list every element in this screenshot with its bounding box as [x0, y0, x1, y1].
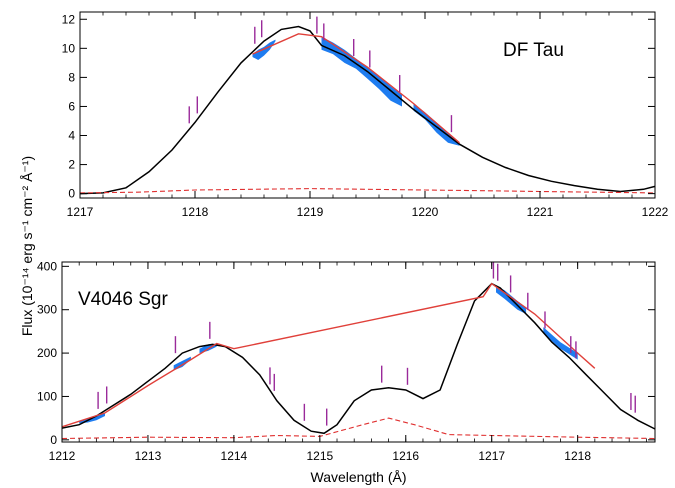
y-tick-label: 8: [68, 70, 75, 84]
x-tick-label: 1212: [49, 449, 76, 463]
x-tick-label: 1214: [221, 449, 248, 463]
absorption-region-4: [543, 327, 578, 360]
y-tick-label: 200: [37, 346, 57, 360]
residual-dashed-line: [79, 188, 656, 194]
y-tick-label: 0: [50, 433, 57, 447]
plot-frame: [79, 11, 656, 199]
y-tick-label: 300: [37, 303, 57, 317]
x-tick-label: 1222: [642, 205, 669, 219]
y-tick-label: 0: [68, 187, 75, 201]
y-axis-label: Flux (10⁻¹⁴ erg s⁻¹ cm⁻² Å⁻¹): [19, 156, 35, 336]
panel-title: V4046 Sgr: [78, 289, 168, 310]
y-tick-label: 4: [68, 129, 75, 143]
y-tick-label: 400: [37, 259, 57, 273]
y-tick-label: 100: [37, 389, 57, 403]
x-tick-label: 1215: [306, 449, 333, 463]
y-tick-label: 12: [62, 12, 76, 26]
model-fit-line: [61, 282, 596, 428]
x-tick-label: 1217: [478, 449, 505, 463]
observed-spectrum-line: [79, 25, 656, 195]
observed-spectrum-line: [61, 282, 656, 435]
y-tick-label: 6: [68, 99, 75, 113]
residual-dashed-line: [61, 417, 656, 440]
panel-df-tau: 1217 1218 1219 1220 1221 1222 0 2 4 6 8 10 12 DF Tau: [62, 11, 669, 219]
x-tick-label: 1218: [182, 205, 209, 219]
absorption-region-1: [321, 36, 402, 107]
x-axis-label: Wavelength (Å): [311, 469, 407, 485]
y-tick-label: 2: [68, 158, 75, 172]
x-tick-label: 1217: [67, 205, 94, 219]
x-tick-label: 1219: [297, 205, 324, 219]
x-tick-label: 1216: [392, 449, 419, 463]
x-tick-label: 1221: [527, 205, 554, 219]
plot-frame: [61, 261, 656, 443]
y-tick-label: 10: [62, 41, 76, 55]
absorption-region-0: [252, 39, 276, 60]
panel-title: DF Tau: [503, 40, 564, 61]
x-tick-label: 1218: [564, 449, 591, 463]
x-tick-label: 1213: [135, 449, 162, 463]
x-tick-label: 1220: [412, 205, 439, 219]
panel-v4046-sgr: 1212 1213 1214 1215 1216 1217 1218 0 100 200 300 40…: [37, 259, 656, 485]
model-fit-line: [252, 33, 460, 144]
